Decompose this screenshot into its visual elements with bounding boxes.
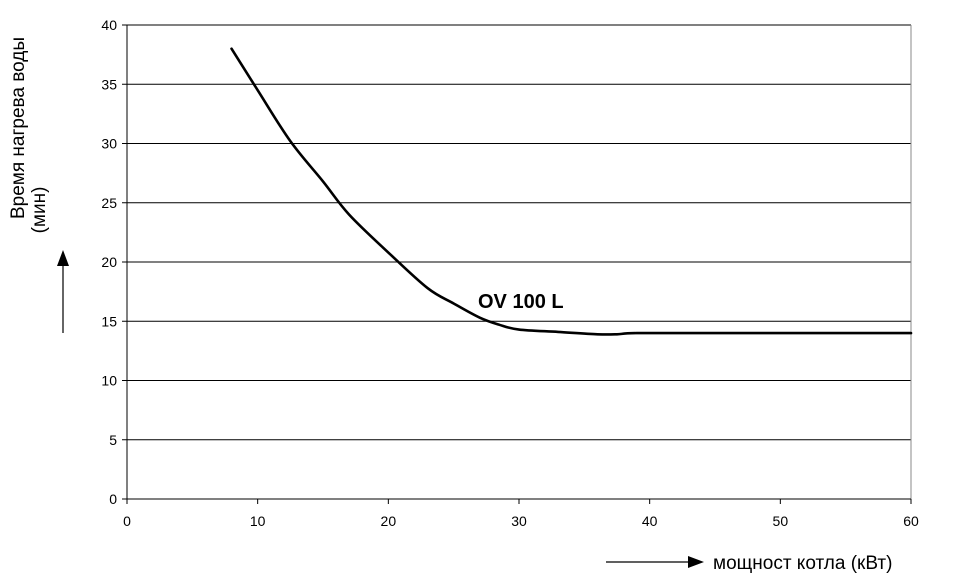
y-axis-title: Время нагрева воды (8, 37, 29, 219)
y-tick-label-5: 5 (109, 432, 117, 448)
y-tick-label-30: 30 (101, 136, 117, 152)
x-axis-title: мощност котла (кВт) (713, 553, 892, 573)
x-axis-arrow-head (688, 556, 704, 568)
x-tick-label-0: 0 (123, 513, 131, 529)
x-tick-label-30: 30 (511, 513, 527, 529)
gridlines (127, 24, 912, 499)
tick-labels: 0 5 10 15 20 25 30 35 40 0 10 20 30 40 50 60 (101, 17, 919, 529)
x-tick-label-50: 50 (773, 513, 789, 529)
y-axis-arrow-head (57, 250, 69, 266)
y-tick-label-10: 10 (101, 373, 117, 389)
axes (122, 24, 912, 504)
y-tick-label-25: 25 (101, 195, 117, 211)
y-tick-label-15: 15 (101, 313, 117, 329)
series-line-0 (230, 47, 913, 336)
y-axis-title-unit: (мин) (29, 187, 50, 234)
x-tick-label-20: 20 (381, 513, 397, 529)
series-label: OV 100 L (478, 291, 564, 313)
x-tick-label-60: 60 (903, 513, 919, 529)
y-tick-label-35: 35 (101, 76, 117, 92)
y-tick-label-20: 20 (101, 254, 117, 270)
series-lines (230, 47, 913, 336)
x-tick-label-10: 10 (250, 513, 266, 529)
y-tick-label-0: 0 (109, 491, 117, 507)
y-tick-label-40: 40 (101, 17, 117, 33)
x-tick-label-40: 40 (642, 513, 658, 529)
